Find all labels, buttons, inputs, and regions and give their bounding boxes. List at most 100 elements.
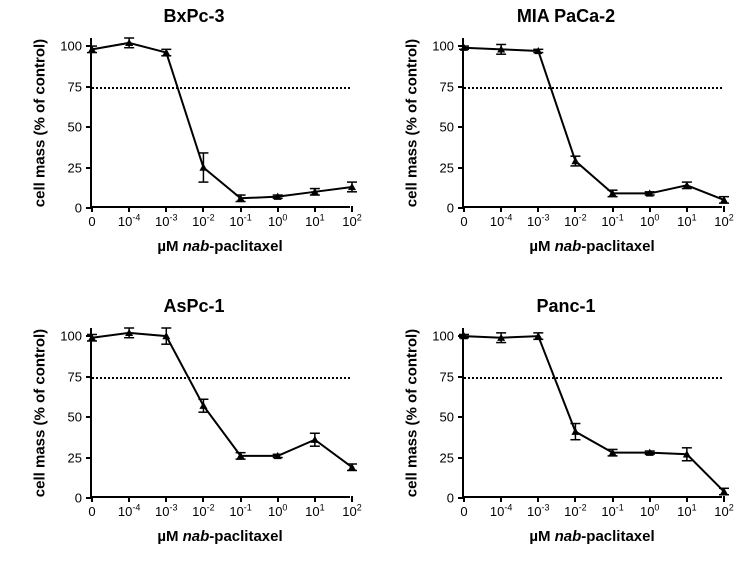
x-tick-label: 10-1 bbox=[229, 496, 251, 519]
series-overlay bbox=[92, 328, 352, 498]
x-tick-label: 100 bbox=[640, 206, 659, 229]
triangle-marker-icon bbox=[609, 449, 617, 456]
triangle-marker-icon bbox=[125, 39, 133, 46]
x-tick-label: 101 bbox=[305, 206, 324, 229]
y-tick-label: 25 bbox=[68, 160, 92, 175]
panel-title: Panc-1 bbox=[392, 296, 740, 317]
x-tick-label: 10-4 bbox=[490, 496, 512, 519]
triangle-marker-icon bbox=[274, 193, 282, 200]
y-axis-label: cell mass (% of control) bbox=[32, 328, 49, 498]
x-tick-label: 100 bbox=[268, 496, 287, 519]
triangle-marker-icon bbox=[683, 450, 691, 457]
x-tick-label: 10-3 bbox=[527, 206, 549, 229]
y-tick-label: 75 bbox=[440, 79, 464, 94]
x-tick-label: 102 bbox=[342, 206, 361, 229]
triangle-marker-icon bbox=[274, 452, 282, 459]
x-tick-label: 101 bbox=[677, 496, 696, 519]
panel-bxpc3: BxPc-30255075100010-410-310-210-11001011… bbox=[20, 6, 368, 274]
triangle-marker-icon bbox=[348, 183, 356, 190]
y-tick-label: 75 bbox=[440, 369, 464, 384]
series-overlay bbox=[464, 328, 724, 498]
x-tick-label: 0 bbox=[88, 496, 95, 519]
y-tick-label: 100 bbox=[60, 39, 92, 54]
triangle-marker-icon bbox=[237, 452, 245, 459]
triangle-marker-icon bbox=[125, 329, 133, 336]
series-line bbox=[92, 43, 352, 198]
y-tick-label: 100 bbox=[60, 329, 92, 344]
x-tick-label: 0 bbox=[460, 206, 467, 229]
triangle-marker-icon bbox=[720, 196, 728, 203]
x-tick-label: 10-4 bbox=[118, 206, 140, 229]
y-axis-label: cell mass (% of control) bbox=[404, 38, 421, 208]
triangle-marker-icon bbox=[497, 45, 505, 52]
series-line bbox=[92, 333, 352, 467]
panel-title: AsPc-1 bbox=[20, 296, 368, 317]
x-tick-label: 10-1 bbox=[229, 206, 251, 229]
triangle-marker-icon bbox=[720, 488, 728, 495]
triangle-marker-icon bbox=[646, 449, 654, 456]
panel-title: BxPc-3 bbox=[20, 6, 368, 27]
x-axis-label: µM nab-paclitaxel bbox=[90, 528, 350, 545]
series-line bbox=[464, 336, 724, 491]
x-tick-label: 100 bbox=[268, 206, 287, 229]
x-tick-label: 0 bbox=[88, 206, 95, 229]
series-line bbox=[464, 48, 724, 200]
triangle-marker-icon bbox=[534, 332, 542, 339]
x-tick-label: 101 bbox=[677, 206, 696, 229]
figure-root: BxPc-30255075100010-410-310-210-11001011… bbox=[0, 0, 746, 564]
panel-miapaca2: MIA PaCa-2 0255075100010-410-310-210-1100… bbox=[392, 6, 740, 274]
x-tick-label: 10-2 bbox=[564, 206, 586, 229]
y-tick-label: 50 bbox=[440, 120, 464, 135]
reference-line bbox=[92, 377, 350, 379]
x-tick-label: 10-4 bbox=[490, 206, 512, 229]
triangle-marker-icon bbox=[162, 49, 170, 56]
panel-title: MIA PaCa-2 bbox=[392, 6, 740, 27]
x-tick-label: 10-1 bbox=[601, 206, 623, 229]
series-overlay bbox=[92, 38, 352, 208]
x-tick-label: 10-3 bbox=[155, 496, 177, 519]
y-tick-label: 50 bbox=[440, 410, 464, 425]
x-tick-label: 102 bbox=[342, 496, 361, 519]
x-tick-label: 102 bbox=[714, 496, 733, 519]
plot-area: 0255075100010-410-310-210-1100101102 bbox=[462, 328, 722, 498]
triangle-marker-icon bbox=[199, 164, 207, 171]
triangle-marker-icon bbox=[237, 194, 245, 201]
triangle-marker-icon bbox=[646, 189, 654, 196]
series-overlay bbox=[464, 38, 724, 208]
panel-panc1: Panc-1 0255075100010-410-310-210-11001011… bbox=[392, 296, 740, 564]
triangle-marker-icon bbox=[311, 436, 319, 443]
y-tick-label: 75 bbox=[68, 79, 92, 94]
x-tick-label: 10-3 bbox=[155, 206, 177, 229]
triangle-marker-icon bbox=[497, 334, 505, 341]
x-tick-label: 10-3 bbox=[527, 496, 549, 519]
plot-area: 0255075100010-410-310-210-1100101102 bbox=[462, 38, 722, 208]
x-tick-label: 100 bbox=[640, 496, 659, 519]
triangle-marker-icon bbox=[571, 428, 579, 435]
x-axis-label: µM nab-paclitaxel bbox=[462, 238, 722, 255]
triangle-marker-icon bbox=[162, 332, 170, 339]
y-tick-label: 25 bbox=[440, 160, 464, 175]
y-tick-label: 50 bbox=[68, 120, 92, 135]
reference-line bbox=[92, 87, 350, 89]
y-axis-label: cell mass (% of control) bbox=[404, 328, 421, 498]
x-tick-label: 0 bbox=[460, 496, 467, 519]
triangle-marker-icon bbox=[311, 188, 319, 195]
y-axis-label: cell mass (% of control) bbox=[32, 38, 49, 208]
y-tick-label: 50 bbox=[68, 410, 92, 425]
reference-line bbox=[464, 377, 722, 379]
panel-aspc1: AsPc-10255075100010-410-310-210-11001011… bbox=[20, 296, 368, 564]
triangle-marker-icon bbox=[348, 463, 356, 470]
y-tick-label: 100 bbox=[432, 39, 464, 54]
triangle-marker-icon bbox=[199, 402, 207, 409]
x-tick-label: 10-4 bbox=[118, 496, 140, 519]
x-axis-label: µM nab-paclitaxel bbox=[462, 528, 722, 545]
triangle-marker-icon bbox=[609, 189, 617, 196]
triangle-marker-icon bbox=[534, 47, 542, 54]
x-tick-label: 102 bbox=[714, 206, 733, 229]
reference-line bbox=[464, 87, 722, 89]
y-tick-label: 75 bbox=[68, 369, 92, 384]
triangle-marker-icon bbox=[683, 181, 691, 188]
x-tick-label: 101 bbox=[305, 496, 324, 519]
x-axis-label: µM nab-paclitaxel bbox=[90, 238, 350, 255]
x-tick-label: 10-2 bbox=[192, 206, 214, 229]
